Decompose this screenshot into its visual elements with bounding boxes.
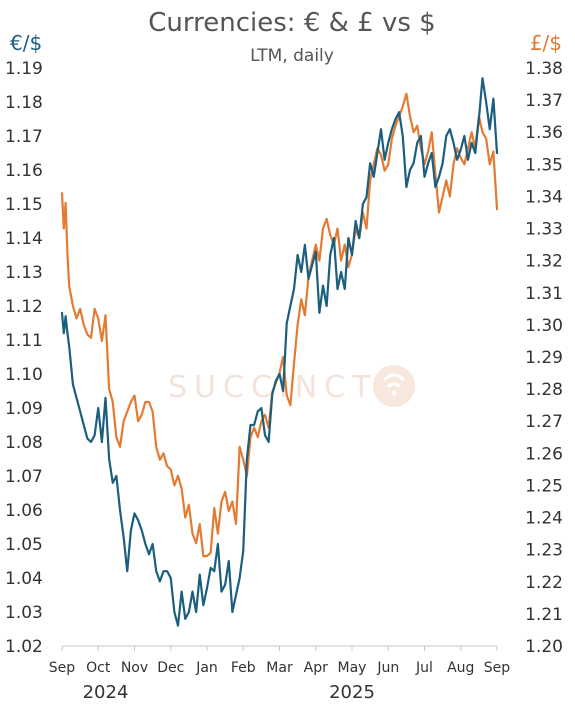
y-right-tick-label: 1.34 xyxy=(525,187,563,207)
y-right-tick-label: 1.33 xyxy=(525,220,563,240)
y-right-tick-label: 1.38 xyxy=(525,59,563,79)
y-right-axis: 1.20 1.21 1.22 1.23 1.24 1.25 1.26 1.27 1.28 1.29… xyxy=(525,59,563,657)
y-right-tick-label: 1.27 xyxy=(525,412,563,432)
x-tick-label: Jan xyxy=(195,660,218,676)
x-tick-label: Apr xyxy=(304,660,328,676)
y-left-tick-label: 1.03 xyxy=(5,603,43,623)
y-right-tick-label: 1.28 xyxy=(525,380,563,400)
year-label: 2024 xyxy=(83,682,129,703)
y-right-tick-label: 1.32 xyxy=(525,252,563,272)
x-tick-label: Jun xyxy=(376,660,399,676)
y-left-tick-label: 1.08 xyxy=(5,433,43,453)
y-left-tick-label: 1.17 xyxy=(5,127,43,147)
y-left-tick-label: 1.16 xyxy=(5,161,43,181)
year-label: 2025 xyxy=(329,682,375,703)
x-tick-label: Feb xyxy=(231,660,256,676)
watermark-text: SUCCINCT xyxy=(168,370,377,405)
x-tick-label: May xyxy=(338,660,367,676)
y-right-axis-label: £/$ xyxy=(530,31,562,55)
y-right-tick-label: 1.35 xyxy=(525,155,563,175)
y-left-tick-label: 1.11 xyxy=(5,331,43,351)
y-left-tick-label: 1.05 xyxy=(5,535,43,555)
y-left-axis: 1.02 1.03 1.04 1.05 1.06 1.07 1.08 1.09 1.10 1.11… xyxy=(5,59,43,657)
y-right-tick-label: 1.24 xyxy=(525,509,563,529)
y-left-tick-label: 1.09 xyxy=(5,399,43,419)
chart-subtitle: LTM, daily xyxy=(250,46,334,66)
y-left-tick-label: 1.02 xyxy=(5,637,43,657)
plot-area xyxy=(60,77,499,627)
y-left-tick-label: 1.19 xyxy=(5,59,43,79)
chart-title: Currencies: € & £ vs $ xyxy=(148,8,435,38)
x-tick-label: Sep xyxy=(49,660,76,676)
x-tick-label: Oct xyxy=(86,660,111,676)
x-axis: Sep Oct Nov Dec Jan Feb Mar Apr May Jun Jul Aug Sep 2… xyxy=(49,645,511,703)
y-right-tick-label: 1.21 xyxy=(525,605,563,625)
watermark: SUCCINCT xyxy=(168,365,415,407)
x-tick-label: Dec xyxy=(157,660,184,676)
y-left-tick-label: 1.04 xyxy=(5,569,43,589)
x-tick-label: Mar xyxy=(266,660,293,676)
y-right-tick-label: 1.26 xyxy=(525,444,563,464)
y-left-tick-label: 1.10 xyxy=(5,365,43,385)
y-left-tick-label: 1.06 xyxy=(5,501,43,521)
watermark-logo-icon xyxy=(373,365,415,407)
x-tick-label: Nov xyxy=(121,660,148,676)
series-line-eur-usd xyxy=(60,77,499,627)
y-right-tick-label: 1.37 xyxy=(525,91,563,111)
x-tick-label: Aug xyxy=(447,660,474,676)
y-left-tick-label: 1.15 xyxy=(5,195,43,215)
y-left-tick-label: 1.07 xyxy=(5,467,43,487)
y-left-axis-label: €/$ xyxy=(10,31,42,55)
y-right-tick-label: 1.30 xyxy=(525,316,563,336)
y-right-tick-label: 1.29 xyxy=(525,348,563,368)
y-right-tick-label: 1.22 xyxy=(525,573,563,593)
y-left-tick-label: 1.14 xyxy=(5,229,43,249)
y-left-tick-label: 1.13 xyxy=(5,263,43,283)
x-tick-label: Jul xyxy=(415,660,433,676)
y-right-tick-label: 1.36 xyxy=(525,123,563,143)
x-tick-label: Sep xyxy=(484,660,511,676)
y-right-tick-label: 1.31 xyxy=(525,284,563,304)
y-right-tick-label: 1.23 xyxy=(525,541,563,561)
y-right-tick-label: 1.20 xyxy=(525,637,563,657)
y-right-tick-label: 1.25 xyxy=(525,476,563,496)
y-left-tick-label: 1.12 xyxy=(5,297,43,317)
y-left-tick-label: 1.18 xyxy=(5,93,43,113)
